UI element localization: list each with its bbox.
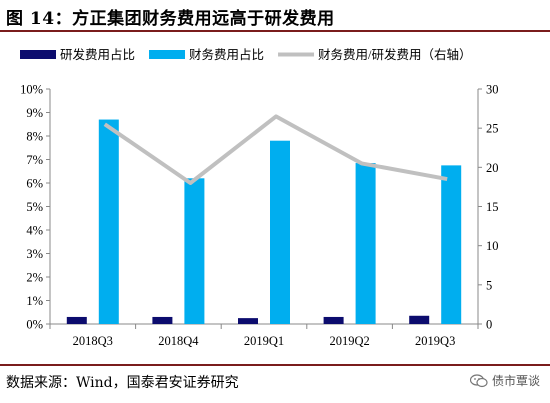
- x-tick-label: 2019Q3: [415, 334, 455, 348]
- y-left-tick-label: 8%: [26, 130, 43, 144]
- legend-label-1: 研发费用占比: [60, 47, 135, 62]
- y-left-tick-label: 7%: [26, 153, 43, 167]
- bar-fin-2019Q3: [441, 165, 462, 324]
- figure-title: 图 14：方正集团财务费用远高于研发费用: [6, 9, 335, 29]
- y-left-tick-label: 1%: [26, 294, 43, 308]
- bar-fin-2018Q3: [98, 119, 119, 324]
- y-right-tick-label: 30: [486, 83, 499, 97]
- x-tick-label: 2019Q1: [244, 334, 284, 348]
- source-note: 数据来源：Wind，国泰君安证券研究: [6, 375, 239, 391]
- bar-rnd-2018Q3: [66, 316, 87, 324]
- bar-fin-2018Q4: [184, 178, 205, 324]
- y-right-tick-label: 25: [486, 122, 499, 136]
- title-rule: [0, 30, 550, 32]
- y-left-tick-label: 10%: [20, 83, 43, 97]
- x-tick-label: 2018Q3: [73, 334, 113, 348]
- y-left-tick-label: 0%: [26, 318, 43, 332]
- y-left-tick-label: 2%: [26, 271, 43, 285]
- y-right-tick-label: 10: [486, 239, 499, 253]
- y-left-tick-label: 4%: [26, 224, 43, 238]
- y-left-tick-label: 3%: [26, 247, 43, 261]
- y-left-tick-label: 6%: [26, 177, 43, 191]
- y-left-tick-label: 9%: [26, 106, 43, 120]
- y-left-tick-label: 5%: [26, 200, 43, 214]
- watermark-label: 债市覃谈: [491, 374, 540, 388]
- bar-fin-2019Q2: [355, 163, 376, 324]
- bar-rnd-2019Q3: [409, 315, 430, 324]
- source-rule: [0, 364, 550, 366]
- legend-swatch-2: [149, 50, 186, 59]
- x-tick-label: 2018Q4: [158, 334, 199, 348]
- bar-rnd-2019Q2: [323, 316, 344, 324]
- wechat-icon: [469, 373, 488, 387]
- legend-swatch-1: [20, 50, 56, 59]
- y-right-tick-label: 15: [486, 200, 499, 214]
- y-right-tick-label: 20: [486, 161, 499, 175]
- watermark: 债市覃谈: [469, 372, 540, 389]
- y-right-tick-label: 0: [486, 318, 492, 332]
- bar-rnd-2019Q1: [238, 318, 258, 324]
- legend-label-2: 财务费用占比: [189, 47, 264, 62]
- combo-chart: 研发费用占比 财务费用占比 财务费用/研发费用（右轴） 0% 1% 2% 3% 4% 5% 6% 7…: [20, 47, 499, 348]
- y-right-tick-label: 5: [486, 278, 492, 292]
- bar-rnd-2018Q4: [152, 316, 173, 324]
- x-tick-label: 2019Q2: [329, 334, 369, 348]
- bar-fin-2019Q1: [270, 140, 290, 324]
- legend-label-3: 财务费用/研发费用（右轴）: [318, 47, 471, 62]
